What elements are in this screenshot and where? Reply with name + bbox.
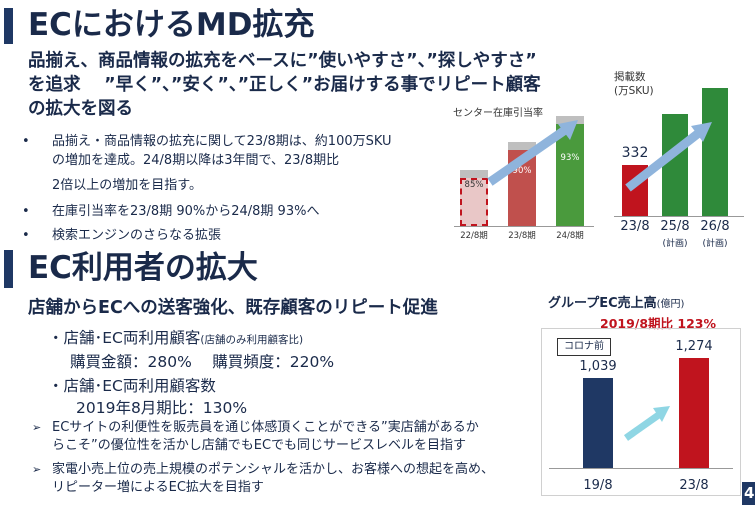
ec-sales-category-label: 23/8	[679, 478, 709, 493]
sku-bar	[702, 88, 728, 216]
ec-sales-chart-title: グループEC売上高(億円)	[548, 292, 684, 311]
ec-sales-value-label: 1,039	[579, 359, 617, 375]
arrow-marker: ➢	[32, 421, 42, 434]
ec-sales-subtitle: 2019/8期比 123%	[600, 316, 717, 331]
inventory-baseline	[454, 226, 594, 227]
sku-chart-ylabel: 掲載数 (万SKU)	[614, 70, 654, 98]
bullet-line: 在庫引当率を23/8期 90%から24/8期 93%へ	[52, 204, 320, 219]
section1-title: ECにおけるMD拡充	[28, 7, 315, 43]
bullet-marker: •	[22, 204, 30, 219]
inventory-category-label: 23/8期	[508, 231, 536, 241]
sku-chart: 332 23/8 25/8 (計画) 26/8 (計画)	[612, 78, 747, 249]
bullet-line: 2倍以上の増加を目指す。	[52, 178, 202, 193]
lead-line: 品揃え、商品情報の拡充をベースに”使いやすさ”、”探しやすさ”	[28, 51, 537, 71]
inventory-value-label: 90%	[512, 166, 532, 177]
stat1: ・店舗･EC両利用顧客(店舗のみ利用顧客比)	[48, 326, 303, 348]
lead-line: の拡大を図る	[28, 99, 133, 119]
page-number-badge	[742, 482, 755, 505]
ec-sales-baseline	[549, 468, 733, 469]
stat1-head: ・店舗･EC両利用顧客	[48, 329, 201, 347]
sku-category-label: 26/8	[700, 219, 730, 234]
bullet-line: の増加を達成。24/8期以降は3年間で、23/8期比	[52, 153, 340, 168]
inventory-bar	[556, 123, 584, 226]
bullet-line: 検索エンジンのさらなる拡張	[52, 228, 222, 243]
inventory-category-label: 22/8期	[460, 231, 488, 241]
inventory-chart: 85% 22/8期 90% 23/8期 93% 24/8期	[450, 116, 598, 241]
arrow-bullet-line: リピーター増によるEC拡大を目指す	[52, 480, 264, 495]
ec-sales-category-label: 19/8	[583, 478, 613, 493]
inventory-bar-cap	[508, 142, 536, 151]
bullet-marker: •	[22, 228, 30, 243]
inventory-bar-cap	[556, 116, 584, 124]
sku-bar	[662, 113, 688, 216]
stat2-values: 2019年8月期比：130%	[76, 399, 248, 417]
ec-sales-bar	[583, 378, 613, 468]
sku-category-label: 25/8	[660, 219, 690, 234]
sku-category-note: (計画)	[702, 239, 728, 249]
stat1-values: 購買金額：280% 購買頻度：220%	[70, 353, 335, 371]
sku-category-label: 23/8	[620, 219, 650, 234]
section1-title-bar	[4, 8, 13, 44]
bullet-marker: •	[22, 134, 30, 149]
section2-lead: 店舗からECへの送客強化、既存顧客のリピート促進	[28, 298, 438, 318]
ec-sales-unit: (億円)	[656, 299, 685, 310]
section2-title-bar	[4, 250, 13, 288]
stat1-note: (店舗のみ利用顧客比)	[200, 334, 304, 346]
page-number: 4	[744, 484, 755, 502]
section1-lead: 品揃え、商品情報の拡充をベースに”使いやすさ”、”探しやすさ” を追求 ”早く”…	[28, 49, 541, 121]
stat2-head: ・店舗･EC両利用顧客数	[48, 377, 216, 395]
section2-title: EC利用者の拡大	[28, 250, 258, 286]
ec-sales-title: グループEC売上高	[548, 296, 657, 311]
lead-line: を追求 ”早く”、”安く”、”正しく”お届けする事でリピート顧客	[28, 75, 541, 95]
ec-sales-bar	[679, 358, 709, 468]
ylabel-line: (万SKU)	[614, 85, 654, 97]
arrow-bullet-line: らこそ”の優位性を活かし店舗でもECでも同じサービスレベルを目指す	[52, 438, 467, 453]
ec-sales-chart-frame	[541, 328, 741, 496]
arrow-bullet-line: 家電小売上位の売上規模のポテンシャルを活かし、お客様への想起を高め、	[52, 462, 495, 477]
ec-sales-value-label: 1,274	[675, 339, 713, 354]
ylabel-line: 掲載数	[614, 71, 646, 83]
inventory-category-label: 24/8期	[556, 231, 584, 241]
sku-baseline	[614, 216, 744, 217]
arrow-bullet-line: ECサイトの利便性を販売員を通じ体感頂くことができる”実店舗があるか	[52, 420, 479, 435]
ec-sales-chart: 1,039 19/8 1,274 23/8	[541, 328, 741, 496]
inventory-chart-title: センター在庫引当率	[453, 108, 543, 119]
inventory-bar-cap	[460, 170, 488, 179]
inventory-value-label: 85%	[464, 180, 484, 191]
arrow-marker: ➢	[32, 463, 42, 476]
inventory-bar	[460, 178, 488, 226]
inventory-value-label: 93%	[560, 152, 580, 163]
covid-annotation: コロナ前	[557, 338, 611, 356]
sku-value-label: 332	[621, 144, 649, 161]
bullet-line: 品揃え・商品情報の拡充に関して23/8期は、約100万SKU	[52, 134, 392, 149]
sku-category-note: (計画)	[662, 239, 688, 249]
